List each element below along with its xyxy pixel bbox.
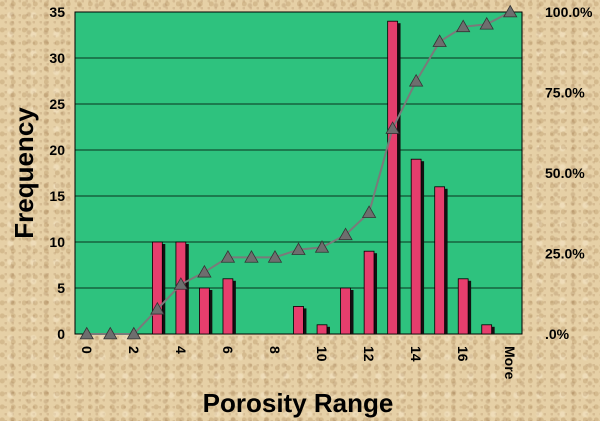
bar <box>457 278 469 335</box>
plot-area <box>74 11 523 335</box>
bar <box>387 20 398 335</box>
x-tick-label: More <box>502 346 518 380</box>
cumulative-marker <box>479 16 494 30</box>
x-axis-ticks: 0 2 4 6 8 10 12 14 16 More <box>79 346 518 380</box>
gridlines <box>75 11 522 289</box>
cumulative-marker <box>267 250 283 263</box>
y2-tick-label: 100.0% <box>545 4 593 20</box>
x-tick-label: 4 <box>173 346 189 354</box>
bar <box>434 186 445 335</box>
cumulative-marker <box>432 34 447 47</box>
cumulative-marker <box>291 242 306 255</box>
cumulative-marker <box>314 240 330 253</box>
x-tick-label: 0 <box>79 346 95 354</box>
x-tick-label: 16 <box>455 346 471 362</box>
y2-tick-label: 25.0% <box>545 246 585 262</box>
x-tick-label: 10 <box>314 346 330 362</box>
cumulative-line <box>79 4 518 340</box>
y-tick-label: 25 <box>49 96 65 112</box>
x-tick-label: 2 <box>126 346 142 354</box>
bar <box>199 287 210 335</box>
y-tick-label: 20 <box>49 142 65 158</box>
bars <box>152 20 495 335</box>
cumulative-marker <box>197 264 212 278</box>
cumulative-marker <box>503 4 518 18</box>
x-tick-label: 6 <box>220 346 236 354</box>
cumulative-marker <box>220 250 236 263</box>
cumulative-marker <box>455 19 471 33</box>
cumulative-marker <box>338 227 353 241</box>
cumulative-marker <box>408 73 424 87</box>
y-tick-label: 5 <box>57 280 65 296</box>
y-axis-ticks: 0 5 10 15 20 25 30 35 <box>49 4 65 342</box>
y2-tick-label: 75.0% <box>545 85 585 101</box>
cumulative-marker <box>244 250 259 263</box>
bar <box>152 241 163 335</box>
cumulative-marker <box>361 205 377 218</box>
y-tick-label: 30 <box>49 50 65 66</box>
y2-axis-ticks: .0% 25.0% 50.0% 75.0% 100.0% <box>545 4 593 342</box>
y2-tick-label: .0% <box>545 326 570 342</box>
cumulative-marker <box>103 326 118 340</box>
x-tick-label: 12 <box>361 346 377 362</box>
x-tick-label: 14 <box>408 346 424 362</box>
cumulative-marker <box>150 301 165 315</box>
y-tick-label: 35 <box>49 4 65 20</box>
bar <box>481 324 493 335</box>
bar <box>363 250 375 335</box>
x-tick-label: 8 <box>267 346 283 354</box>
y-tick-label: 0 <box>57 326 65 342</box>
y-tick-label: 10 <box>49 234 65 250</box>
bar <box>293 305 304 335</box>
bar <box>222 278 234 335</box>
cumulative-marker <box>385 121 400 134</box>
y-tick-label: 15 <box>49 188 65 204</box>
y2-tick-label: 50.0% <box>545 165 585 181</box>
cumulative-marker <box>79 326 94 340</box>
bar <box>340 287 351 335</box>
bar <box>410 158 422 335</box>
x-axis-title: Porosity Range <box>203 388 394 418</box>
y-axis-title: Frequency <box>9 107 39 239</box>
cumulative-marker <box>126 326 142 340</box>
cumulative-marker <box>173 277 189 290</box>
bar <box>316 324 328 335</box>
